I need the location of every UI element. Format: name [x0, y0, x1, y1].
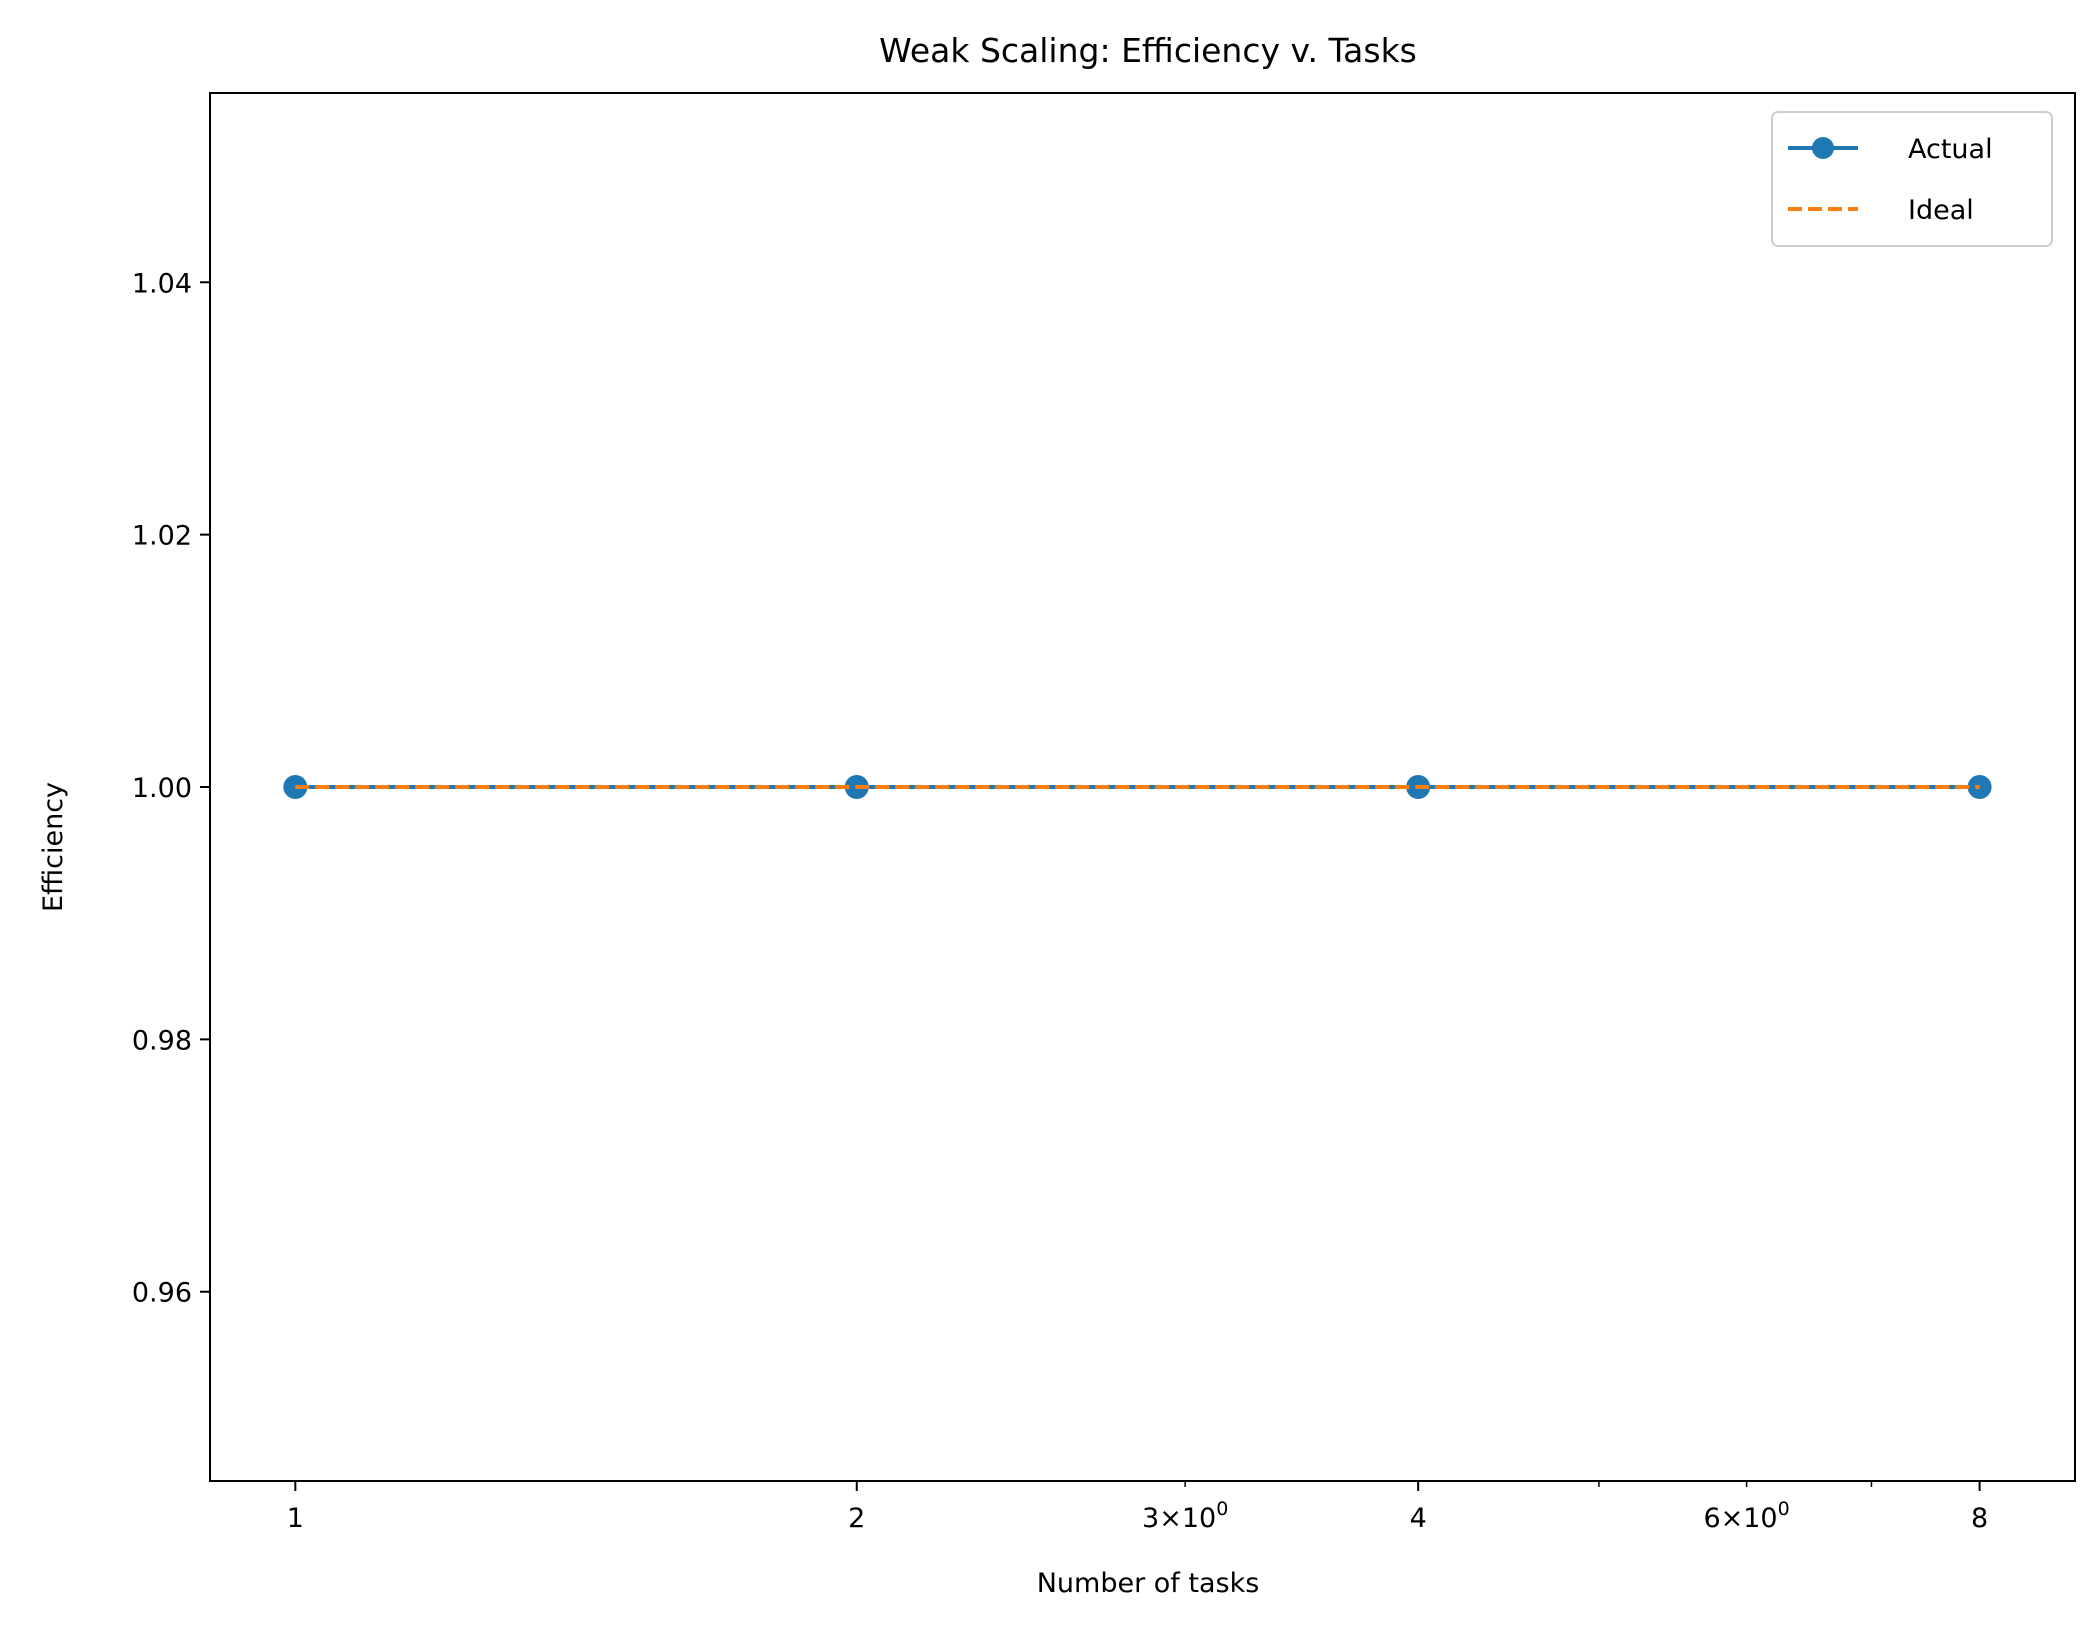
x-minor-tick-label: 3×100	[1142, 1498, 1228, 1534]
x-tick-label: 2	[848, 1503, 865, 1534]
x-tick-label: 1	[287, 1503, 304, 1534]
y-tick-label: 0.96	[132, 1278, 192, 1309]
y-axis-label: Efficiency	[38, 782, 69, 912]
legend-label-actual: Actual	[1908, 134, 1993, 165]
y-tick-label: 1.00	[132, 773, 192, 804]
legend-label-ideal: Ideal	[1908, 195, 1974, 226]
data-point-actual	[1967, 775, 1992, 799]
x-tick-label: 4	[1410, 1503, 1427, 1534]
plot-area: 0.960.981.001.021.041 2 4 83×100 6×100	[132, 92, 2076, 1534]
legend-marker-actual	[1812, 137, 1834, 159]
y-tick-label: 1.02	[132, 521, 192, 552]
chart-title: Weak Scaling: Efficiency v. Tasks	[879, 31, 1417, 70]
y-tick-label: 0.98	[132, 1025, 192, 1056]
x-minor-tick-exponent: 0	[1216, 1498, 1228, 1520]
legend-box	[1771, 111, 2053, 247]
y-tick-label: 1.04	[132, 268, 192, 299]
x-tick-label: 8	[1971, 1503, 1988, 1534]
x-minor-tick-exponent: 0	[1778, 1498, 1790, 1520]
x-minor-tick-label: 6×100	[1703, 1498, 1789, 1534]
x-axis-label: Number of tasks	[1037, 1568, 1260, 1599]
x-minor-tick-base: 3×10	[1142, 1503, 1216, 1534]
legend: Actual Ideal	[1771, 111, 2053, 247]
x-minor-tick-base: 6×10	[1703, 1503, 1777, 1534]
